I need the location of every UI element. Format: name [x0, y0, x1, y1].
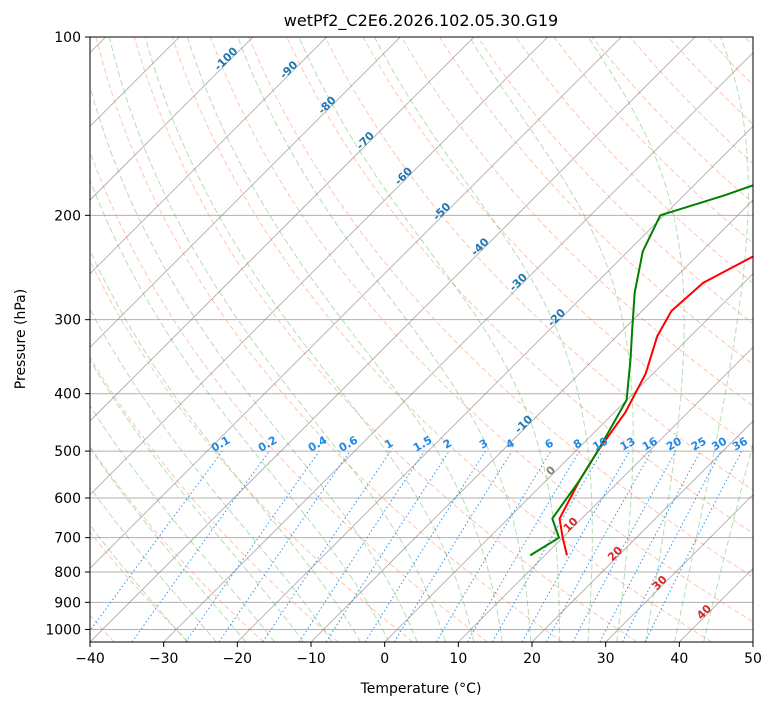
moist-adiabat-2 [90, 84, 418, 642]
dry-adiabat-50 [210, 37, 753, 623]
y-tick-label: 900 [54, 595, 81, 611]
x-tick-label: 0 [380, 651, 389, 667]
y-tick-label: 1000 [45, 622, 81, 638]
mixing-ratio-line-13 [521, 450, 630, 642]
y-tick-label: 100 [54, 30, 81, 46]
y-tick-label: 600 [54, 491, 81, 507]
isotherm-20 [531, 420, 753, 642]
moist-adiabat-38 [674, 37, 749, 642]
moist-adiabat-14 [186, 37, 503, 642]
dry-adiabat--20 [90, 445, 264, 642]
moist-adiabat-22 [298, 37, 560, 642]
isotherm--70 [90, 37, 475, 422]
isotherm--60 [90, 37, 548, 496]
moist-adiabat--22 [90, 447, 247, 642]
mixing-ratio-line-0.2 [131, 450, 270, 642]
mixing-ratio-line-20 [572, 450, 677, 642]
axis-ticks: −40 −30 −20 −10 0 10 20 30 40 50 100 200 300 400 500 60… [45, 30, 762, 667]
moist-adiabat-34 [587, 37, 685, 642]
dry-adiabat-100 [400, 37, 753, 407]
y-tick-label: 300 [54, 313, 81, 329]
mixing-ratio-line-2 [325, 450, 450, 642]
moist-adiabat--26 [90, 486, 217, 642]
plot-frame [89, 36, 754, 643]
dry-adiabat-20 [95, 37, 563, 642]
x-tick-label: −10 [296, 651, 326, 667]
isotherm--20 [237, 125, 753, 642]
moist-adiabat--18 [90, 404, 276, 642]
moist-adiabat--2 [90, 178, 390, 642]
dry-adiabat-80 [324, 37, 753, 491]
dry-adiabat-30 [133, 37, 638, 642]
y-tick-label: 700 [54, 531, 81, 547]
mixing-ratio-line-0.6 [218, 450, 351, 642]
y-tick-label: 400 [54, 387, 81, 403]
isotherm--10 [310, 199, 753, 642]
dewpoint-profile-line [529, 184, 753, 557]
mixing-ratio-line-16 [545, 450, 653, 642]
dry-adiabat-0 [90, 259, 414, 642]
isotherm-10 [458, 346, 753, 642]
isotherm--40 [90, 37, 696, 642]
mixing-ratio-line-1 [262, 450, 392, 642]
isotherm-30 [605, 494, 753, 642]
x-tick-label: 10 [449, 651, 467, 667]
moist-adiabat-18 [237, 37, 532, 642]
y-tick-label: 800 [54, 565, 81, 581]
y-tick-label: 200 [54, 208, 81, 224]
moist-adiabat-26 [374, 37, 593, 642]
x-axis-label: Temperature (°C) [360, 681, 482, 697]
chart-title: wetPf2_C2E6.2026.102.05.30.G19 [284, 11, 558, 31]
isotherm--80 [90, 37, 401, 348]
dry-adiabat-40 [171, 37, 712, 642]
isotherm--100 [90, 37, 254, 201]
mixing-ratio-line-36 [644, 450, 743, 642]
x-tick-label: 30 [597, 651, 615, 667]
mixing-ratio-line-1.5 [298, 450, 425, 642]
x-tick-label: −20 [223, 651, 253, 667]
profile-lines [529, 184, 753, 557]
x-tick-label: 50 [744, 651, 762, 667]
mixing-ratio-line-0.4 [185, 450, 320, 642]
moist-adiabat--30 [90, 524, 188, 642]
isotherm-50 [752, 641, 753, 642]
background-lines [90, 37, 753, 642]
plot-background [90, 37, 753, 642]
moist-adiabat-6 [108, 37, 446, 642]
isotherm--50 [90, 37, 622, 569]
isotherm--90 [90, 37, 327, 275]
x-tick-label: 40 [670, 651, 688, 667]
dry-adiabat--30 [90, 531, 190, 642]
moist-adiabat-10 [144, 37, 475, 642]
isotherm-0 [384, 273, 753, 642]
x-tick-label: 20 [523, 651, 541, 667]
dry-adiabat-110 [438, 37, 753, 366]
mixing-ratio-line-4 [393, 450, 513, 642]
mixing-ratio-line-0.1 [90, 450, 223, 632]
isotherm--30 [163, 52, 753, 642]
x-tick-label: −30 [149, 651, 179, 667]
dry-adiabat-130 [515, 37, 753, 284]
y-axis-label: Pressure (hPa) [13, 289, 29, 389]
dry-adiabat--10 [90, 356, 339, 642]
dry-adiabat-60 [248, 37, 753, 578]
x-tick-label: −40 [75, 651, 105, 667]
moist-adiabat--6 [90, 249, 362, 642]
dry-adiabat-10 [90, 150, 488, 642]
y-tick-label: 500 [54, 444, 81, 460]
moist-adiabat--14 [90, 358, 304, 642]
